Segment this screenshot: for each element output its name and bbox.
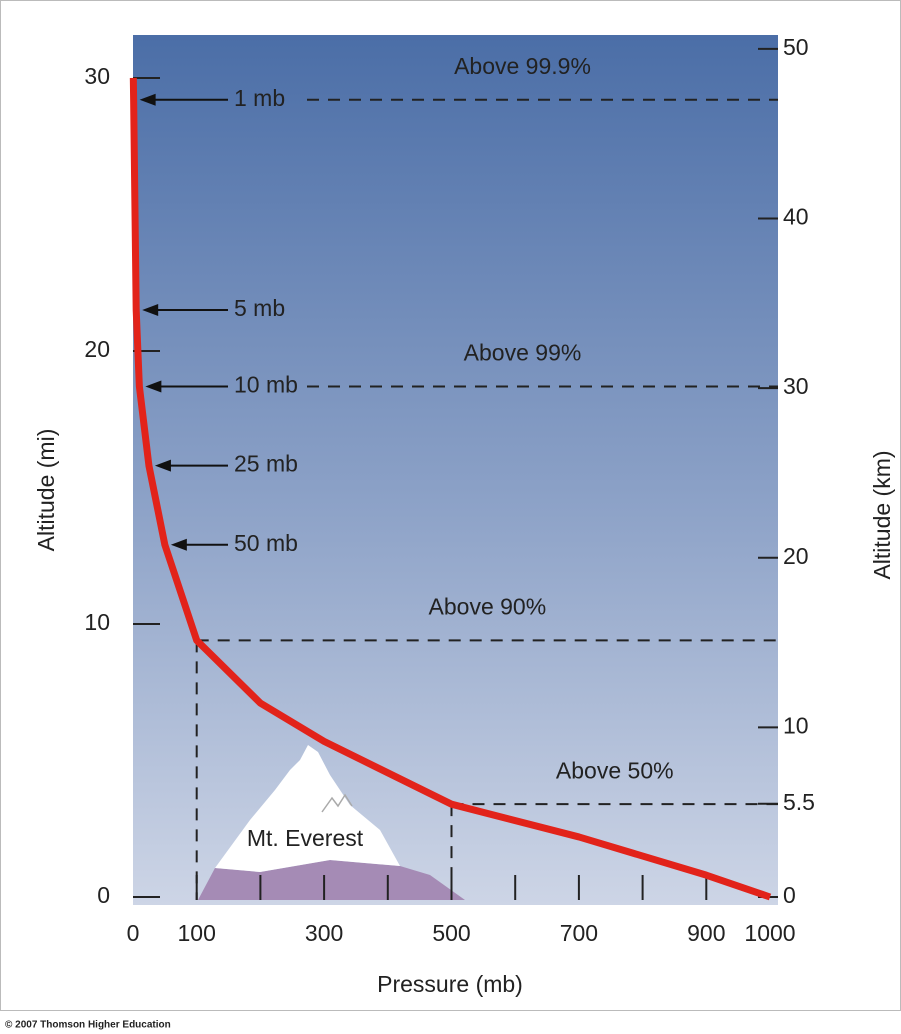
arrow-label: 5 mb bbox=[234, 295, 285, 321]
y-tick-label: 30 bbox=[84, 63, 110, 89]
arrow-head bbox=[139, 93, 156, 106]
y-axis-title: Altitude (mi) bbox=[33, 429, 59, 552]
x-axis-title: Pressure (mb) bbox=[377, 971, 523, 997]
y2-tick-label: 5.5 bbox=[783, 789, 815, 815]
arrow-head bbox=[170, 538, 187, 551]
y2-tick-label: 30 bbox=[783, 373, 809, 399]
y2-tick-label: 50 bbox=[783, 34, 809, 60]
y2-tick-label: 20 bbox=[783, 543, 809, 569]
y-tick-label: 0 bbox=[97, 882, 110, 908]
y2-axis-title: Altitude (km) bbox=[869, 450, 895, 579]
curve bbox=[129, 77, 772, 901]
x-tick-label: 1000 bbox=[744, 920, 795, 946]
x-tick-label: 900 bbox=[687, 920, 725, 946]
x-tick-label: 300 bbox=[305, 920, 343, 946]
level-label: Above 99% bbox=[464, 340, 582, 366]
y-tick-label: 10 bbox=[84, 609, 110, 635]
arrow-label: 50 mb bbox=[234, 530, 298, 556]
y2-tick-label: 10 bbox=[783, 712, 809, 738]
credit: © 2007 Thomson Higher Education bbox=[5, 1020, 171, 1031]
level-label: Above 50% bbox=[556, 757, 674, 783]
y-tick-label: 20 bbox=[84, 336, 110, 362]
arrow-label: 25 mb bbox=[234, 451, 298, 477]
annotation: Mt. Everest bbox=[247, 825, 364, 851]
arrow-head bbox=[154, 459, 171, 472]
arrow-head bbox=[142, 304, 159, 317]
level-label: Above 90% bbox=[429, 593, 547, 619]
x-tick-label: 0 bbox=[127, 920, 140, 946]
plot-area bbox=[133, 35, 778, 905]
x-tick-label: 100 bbox=[178, 920, 216, 946]
y2-tick-label: 0 bbox=[783, 882, 796, 908]
y2-tick-label: 40 bbox=[783, 204, 809, 230]
mountain bbox=[198, 745, 465, 900]
arrow-head bbox=[145, 380, 162, 393]
level-label: Above 99.9% bbox=[454, 53, 591, 79]
x-tick-label: 700 bbox=[560, 920, 598, 946]
arrow-label: 10 mb bbox=[234, 372, 298, 398]
x-tick-label: 500 bbox=[432, 920, 470, 946]
arrow-label: 1 mb bbox=[234, 85, 285, 111]
